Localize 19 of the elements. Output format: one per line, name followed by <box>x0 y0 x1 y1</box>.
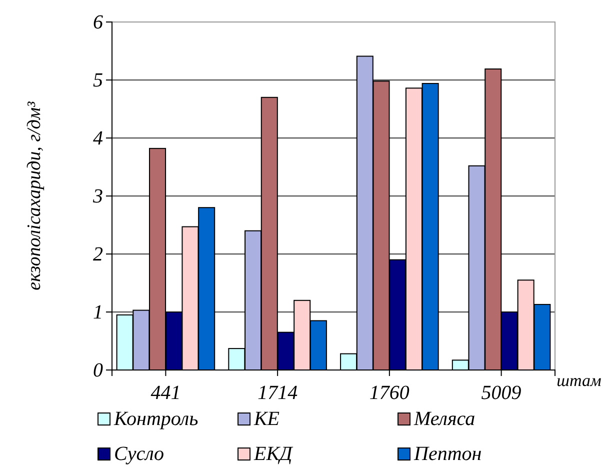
y-axis-title: екзополісахариди, г/дм³ <box>24 101 45 290</box>
y-tick-label: 0 <box>93 359 103 382</box>
y-tick-label: 5 <box>93 69 103 92</box>
legend-label: КЕ <box>253 408 280 430</box>
legend-label: Сусло <box>114 443 164 465</box>
x-tick-label: 441 <box>150 382 181 404</box>
y-tick-label: 2 <box>93 243 103 266</box>
x-tick-label: 1714 <box>258 382 298 404</box>
legend-label: Контроль <box>113 408 198 430</box>
legend-label: ЕКД <box>253 443 294 465</box>
x-tick-label: 1760 <box>369 382 410 404</box>
x-tick-label: 5009 <box>481 382 522 404</box>
x-axis-title: штам <box>556 371 602 390</box>
legend-label: Пептон <box>413 443 482 465</box>
y-tick-label: 1 <box>93 301 103 324</box>
legend-label: Меляса <box>413 408 476 430</box>
y-tick-label: 4 <box>93 127 103 150</box>
y-tick-label: 3 <box>92 185 103 208</box>
y-tick-label: 6 <box>93 11 103 34</box>
